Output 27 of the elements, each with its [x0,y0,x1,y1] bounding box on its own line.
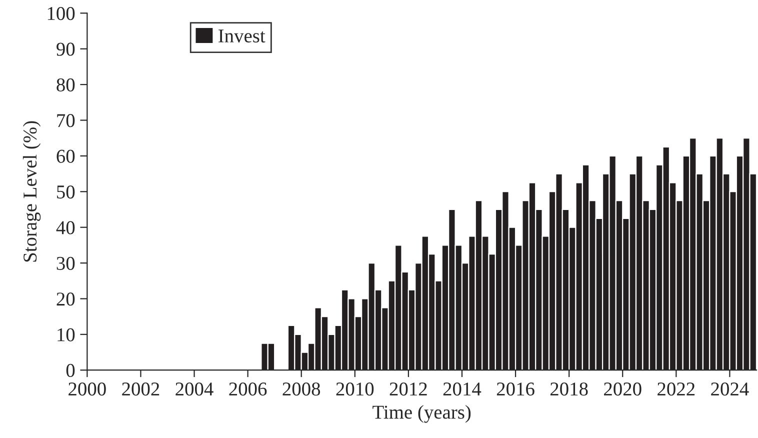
y-tick-label: 30 [56,256,75,270]
x-tick-label: 2008 [282,382,320,396]
x-tick-label: 2006 [229,382,267,396]
x-axis-title: Time (years) [372,405,471,423]
y-axis-title: Storage Level (%) [22,121,41,262]
x-tick-label: 2004 [176,382,214,396]
x-tick-label: 2022 [658,382,695,396]
x-tick-label: 2024 [711,382,749,396]
y-tick-label: 80 [56,78,75,92]
x-tick-label: 2014 [443,382,482,396]
legend-label: Invest [218,30,266,42]
x-tick-label: 2000 [68,382,106,396]
x-tick-label: 2002 [122,382,160,396]
y-tick-label: 50 [57,185,75,199]
x-tick-label: 2020 [604,382,642,396]
y-tick-label: 70 [57,114,75,128]
y-tick-label: 100 [48,6,75,20]
y-tick-label: 40 [56,221,75,234]
x-tick-label: 2010 [336,382,374,396]
y-tick-label: 20 [56,292,75,306]
y-tick-label: 10 [58,328,75,342]
y-tick-label: 0 [66,364,75,378]
x-tick-label: 2012 [390,382,427,396]
x-tick-label: 2018 [550,382,588,396]
x-tick-label: 2016 [496,382,534,396]
y-tick-label: 60 [56,150,75,163]
y-tick-label: 90 [56,42,75,56]
